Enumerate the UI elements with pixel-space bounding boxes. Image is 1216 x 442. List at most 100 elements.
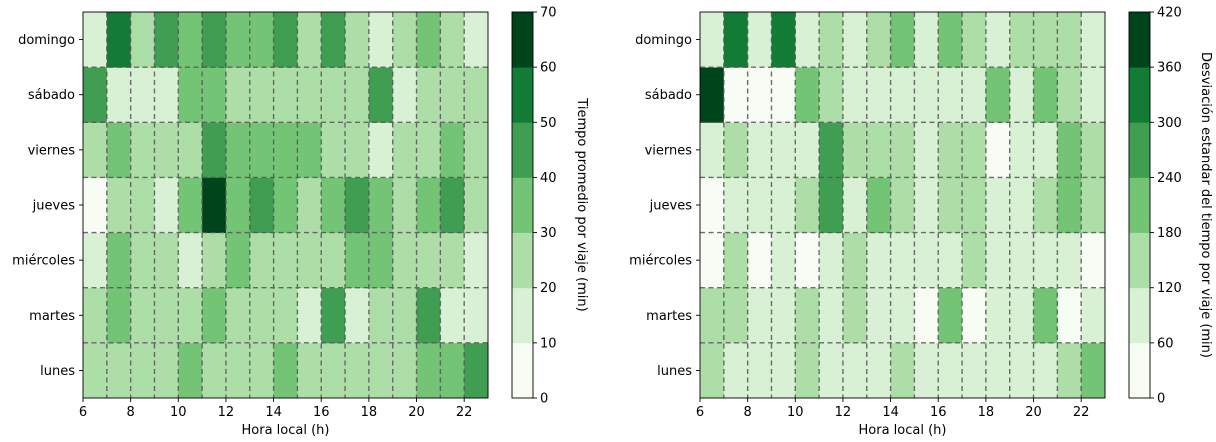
- heatmap-cell-viernes-17: [962, 122, 987, 178]
- heatmap-cell-lunes-18: [985, 342, 1011, 399]
- heatmap-cell-jueves-20: [1033, 177, 1058, 233]
- x-axis-label: Hora local (h): [859, 423, 947, 438]
- heatmap-cell-martes-12: [225, 287, 251, 344]
- heatmap-cell-sábado-9: [771, 67, 796, 123]
- heatmap-cell-domingo-18: [985, 12, 1011, 68]
- heatmap-cell-sábado-18: [985, 67, 1011, 123]
- colorbar-band-0: [1129, 342, 1150, 399]
- heatmap-cell-miércoles-22: [1081, 232, 1106, 289]
- y-tick-label-jueves: jueves: [649, 199, 693, 214]
- heatmap-std-trip-time: lunes martes miércoles jueves viernes sábado d…: [629, 6, 1213, 439]
- heatmap-cell-jueves-9: [771, 177, 796, 233]
- heatmap-cell-sábado-13: [866, 67, 891, 123]
- colorbar-band-5: [1129, 67, 1150, 123]
- grid-lines: [700, 12, 1105, 398]
- heatmap-cell-martes-17: [962, 287, 987, 344]
- heatmap-cell-domingo-20: [1033, 12, 1058, 68]
- colorbar-band-1: [1129, 287, 1150, 344]
- y-tick-label-miércoles: miércoles: [629, 254, 692, 269]
- heatmap-cell-jueves-10: [178, 177, 203, 233]
- x-tick-label-16: 16: [313, 405, 330, 420]
- heatmap-cell-domingo-16: [938, 12, 963, 68]
- colorbar-tick-label-60: 60: [540, 61, 557, 76]
- heatmap-cell-domingo-10: [795, 12, 820, 68]
- heatmap-cell-miércoles-15: [297, 232, 322, 289]
- heatmap-cell-lunes-17: [962, 342, 987, 399]
- y-tick-label-martes: martes: [29, 309, 75, 324]
- heatmap-cell-martes-14: [273, 287, 298, 344]
- x-tick-label-22: 22: [1073, 405, 1090, 420]
- heatmap-cell-lunes-6: [700, 342, 725, 399]
- heatmap-cell-sábado-15: [297, 67, 322, 123]
- heatmap-cell-domingo-21: [440, 12, 465, 68]
- heatmap-cell-domingo-9: [154, 12, 179, 68]
- colorbar-band-4: [512, 122, 533, 178]
- heatmap-cell-jueves-12: [842, 177, 868, 233]
- heatmap-cell-jueves-17: [345, 177, 370, 233]
- heatmap-cell-domingo-21: [1057, 12, 1082, 68]
- heatmap-cell-sábado-8: [747, 67, 772, 123]
- heatmap-cell-martes-16: [321, 287, 346, 344]
- colorbar-band-2: [512, 232, 533, 289]
- heatmap-cell-lunes-20: [416, 342, 441, 399]
- colorbar-tick-label-10: 10: [540, 336, 557, 351]
- x-axis-label: Hora local (h): [242, 423, 330, 438]
- x-tick-label-16: 16: [930, 405, 947, 420]
- heatmap-cell-viernes-7: [723, 122, 749, 178]
- heatmap-cell-domingo-9: [771, 12, 796, 68]
- heatmap-cell-martes-14: [890, 287, 915, 344]
- heatmap-cell-miércoles-6: [83, 232, 108, 289]
- heatmap-cell-sábado-22: [464, 67, 489, 123]
- heatmap-cell-sábado-18: [368, 67, 394, 123]
- heatmap-cell-lunes-22: [464, 342, 489, 399]
- heatmap-cell-martes-22: [1081, 287, 1106, 344]
- heatmap-cell-martes-11: [202, 287, 227, 344]
- heatmap-cell-martes-19: [392, 287, 417, 344]
- colorbar-band-6: [512, 12, 533, 68]
- y-tick-label-lunes: lunes: [657, 364, 692, 379]
- heatmap-cell-viernes-16: [321, 122, 346, 178]
- heatmap-cell-jueves-10: [795, 177, 820, 233]
- heatmap-cell-miércoles-14: [890, 232, 915, 289]
- heatmap-cell-viernes-13: [866, 122, 891, 178]
- heatmap-cell-viernes-6: [700, 122, 725, 178]
- heatmap-cell-sábado-17: [345, 67, 370, 123]
- heatmap-cell-domingo-7: [106, 12, 132, 68]
- heatmap-cell-jueves-15: [914, 177, 939, 233]
- colorbar-tick-label-60: 60: [1157, 336, 1174, 351]
- heatmap-cell-miércoles-22: [464, 232, 489, 289]
- heatmap-cell-miércoles-10: [178, 232, 203, 289]
- heatmap-cell-viernes-12: [225, 122, 251, 178]
- x-tick-label-18: 18: [361, 405, 378, 420]
- colorbar-tick-label-50: 50: [540, 116, 557, 131]
- x-tick-label-6: 6: [79, 405, 87, 420]
- heatmap-cell-jueves-22: [1081, 177, 1106, 233]
- heatmap-cell-martes-10: [178, 287, 203, 344]
- y-tick-label-sábado: sábado: [645, 88, 692, 103]
- heatmap-cell-miércoles-16: [938, 232, 963, 289]
- heatmap-cell-martes-15: [914, 287, 939, 344]
- x-tick-label-14: 14: [265, 405, 282, 420]
- heatmap-cell-sábado-15: [914, 67, 939, 123]
- heatmap-cell-viernes-22: [464, 122, 489, 178]
- heatmap-cell-martes-7: [106, 287, 132, 344]
- heatmap-cell-domingo-11: [202, 12, 227, 68]
- y-tick-label-domingo: domingo: [635, 33, 692, 48]
- heatmap-cell-jueves-13: [249, 177, 274, 233]
- heatmap-cell-sábado-12: [842, 67, 868, 123]
- heatmap-cell-domingo-13: [249, 12, 274, 68]
- heatmap-cell-domingo-17: [962, 12, 987, 68]
- heatmap-cell-lunes-10: [795, 342, 820, 399]
- heatmap-cell-lunes-22: [1081, 342, 1106, 399]
- heatmap-cell-viernes-19: [1009, 122, 1034, 178]
- heatmap-cell-miércoles-20: [416, 232, 441, 289]
- heatmap-cell-martes-13: [866, 287, 891, 344]
- heatmap-cell-jueves-16: [321, 177, 346, 233]
- heatmap-cell-viernes-21: [440, 122, 465, 178]
- heatmap-cell-viernes-18: [368, 122, 394, 178]
- heatmap-cell-domingo-16: [321, 12, 346, 68]
- heatmap-cell-domingo-7: [723, 12, 749, 68]
- heatmap-cell-miércoles-17: [345, 232, 370, 289]
- heatmap-cell-domingo-8: [130, 12, 155, 68]
